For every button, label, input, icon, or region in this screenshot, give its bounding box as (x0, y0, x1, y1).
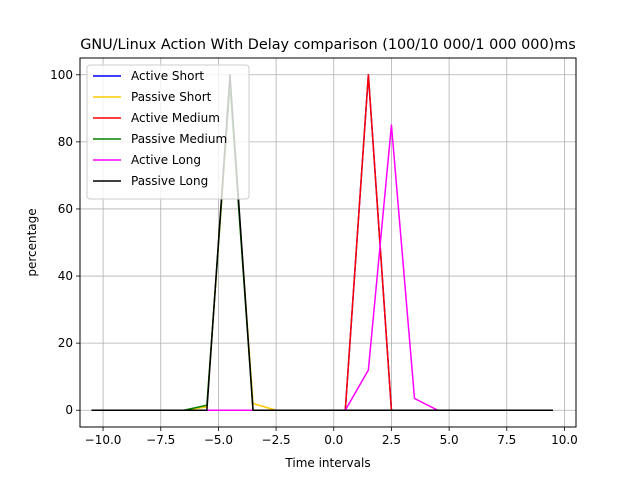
x-tick-label: 2.5 (382, 433, 401, 447)
legend-label-passive-short: Passive Short (131, 90, 212, 104)
x-tick-label: 7.5 (497, 433, 516, 447)
x-axis-label: Time intervals (284, 456, 370, 470)
legend-label-active-long: Active Long (131, 153, 201, 167)
x-tick-label: 10.0 (551, 433, 578, 447)
x-tick-label: −2.5 (262, 433, 291, 447)
legend-label-active-short: Active Short (131, 69, 204, 83)
x-tick-label: −5.0 (204, 433, 233, 447)
y-tick-label: 40 (58, 269, 73, 283)
y-tick-label: 20 (58, 336, 73, 350)
legend-label-active-medium: Active Medium (131, 111, 220, 125)
chart-title: GNU/Linux Action With Delay comparison (… (80, 37, 575, 53)
series-lines (91, 74, 553, 411)
y-tick-label: 60 (58, 202, 73, 216)
legend-label-passive-medium: Passive Medium (131, 132, 227, 146)
y-tick-label: 0 (65, 403, 73, 417)
series-line-passive-long (91, 74, 553, 411)
legend: Active Short Passive Short Active Medium Pa… (86, 64, 250, 200)
x-tick-label: −7.5 (146, 433, 175, 447)
y-tick-label: 80 (58, 135, 73, 149)
axis-ticks: −10.0 −7.5 −5.0 −2.5 0.0 2.5 5.0 7.5 10.0 0 20 40 60… (50, 68, 578, 447)
x-tick-label: 0.0 (324, 433, 343, 447)
x-tick-label: 5.0 (440, 433, 459, 447)
y-axis-label: percentage (25, 208, 39, 276)
legend-label-passive-long: Passive Long (131, 174, 208, 188)
legend-frame (86, 64, 250, 200)
y-tick-label: 100 (50, 68, 73, 82)
x-tick-label: −10.0 (85, 433, 122, 447)
plot-frame (79, 57, 577, 428)
